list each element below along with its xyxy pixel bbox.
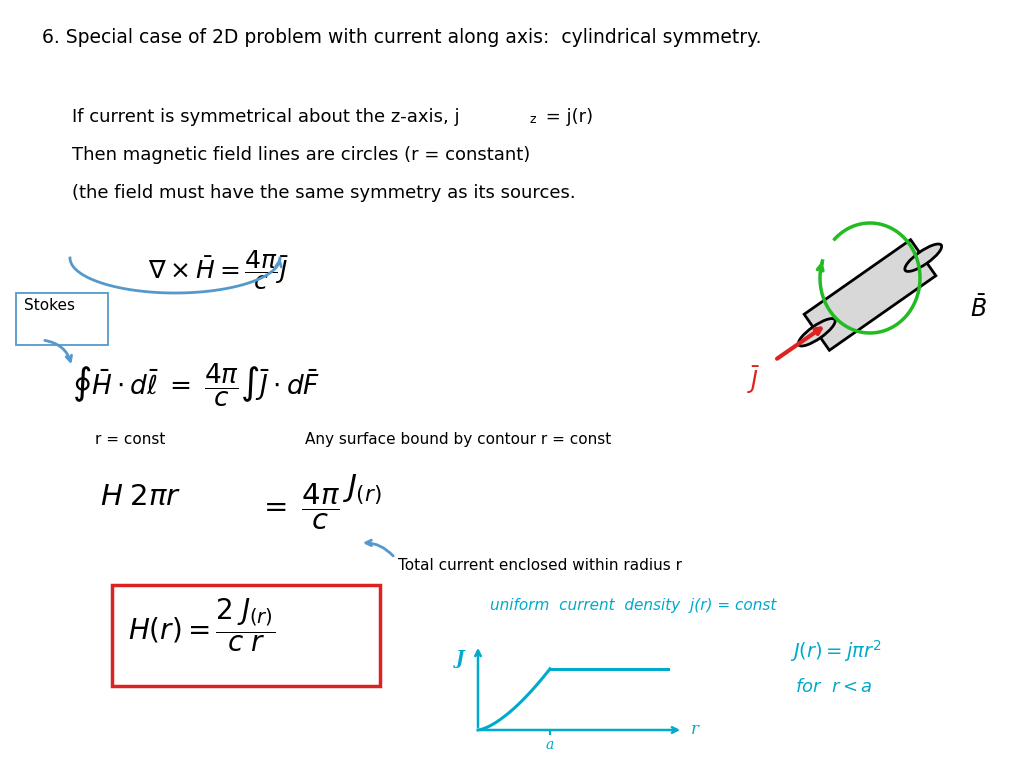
FancyBboxPatch shape (112, 585, 380, 686)
FancyBboxPatch shape (16, 293, 108, 345)
Text: 6. Special case of 2D problem with current along axis:  cylindrical symmetry.: 6. Special case of 2D problem with curre… (42, 28, 762, 47)
Text: Stokes: Stokes (24, 298, 75, 313)
Text: $H(r)=\dfrac{2\;J_{(r)}}{c\;r}$: $H(r)=\dfrac{2\;J_{(r)}}{c\;r}$ (128, 597, 275, 654)
Text: Then magnetic field lines are circles (r = constant): Then magnetic field lines are circles (r… (72, 146, 530, 164)
Text: $H\;2\pi r$: $H\;2\pi r$ (100, 482, 181, 511)
Text: z: z (530, 113, 537, 126)
Text: $\bar{J}$: $\bar{J}$ (746, 364, 760, 396)
Ellipse shape (905, 244, 942, 271)
Text: uniform  current  density  j(r) = const: uniform current density j(r) = const (490, 598, 776, 613)
Text: r: r (691, 721, 699, 739)
Polygon shape (804, 240, 936, 350)
Text: If current is symmetrical about the z-axis, j: If current is symmetrical about the z-ax… (72, 108, 460, 126)
Text: $J(r)=j\pi r^2$: $J(r)=j\pi r^2$ (790, 638, 882, 664)
Text: r = const: r = const (95, 432, 165, 447)
Text: $\nabla\times\bar{H}=\dfrac{4\pi}{c}\bar{J}$: $\nabla\times\bar{H}=\dfrac{4\pi}{c}\bar… (148, 248, 289, 292)
Text: Any surface bound by contour r = const: Any surface bound by contour r = const (305, 432, 611, 447)
Text: $\oint\bar{H}\cdot d\bar{\ell}\;=\;\dfrac{4\pi}{c}\int\bar{J}\cdot d\bar{F}$: $\oint\bar{H}\cdot d\bar{\ell}\;=\;\dfra… (72, 362, 321, 409)
Text: = j(r): = j(r) (540, 108, 593, 126)
Text: $\bar{B}$: $\bar{B}$ (970, 295, 987, 322)
Text: J: J (456, 650, 464, 668)
Text: a: a (546, 738, 554, 752)
Ellipse shape (799, 319, 836, 346)
Text: (the field must have the same symmetry as its sources.: (the field must have the same symmetry a… (72, 184, 575, 202)
Text: for  $r < a$: for $r < a$ (795, 678, 872, 696)
Text: $J_{(r)}$: $J_{(r)}$ (342, 473, 382, 508)
Text: $=\;\dfrac{4\pi}{c}$: $=\;\dfrac{4\pi}{c}$ (258, 482, 340, 532)
Text: Total current enclosed within radius r: Total current enclosed within radius r (398, 558, 682, 573)
